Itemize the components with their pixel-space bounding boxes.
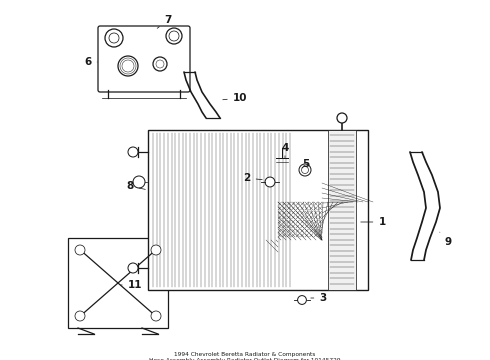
Text: 6: 6 — [84, 57, 97, 67]
Circle shape — [151, 311, 161, 321]
Circle shape — [118, 56, 138, 76]
Circle shape — [109, 33, 119, 43]
Text: 1994 Chevrolet Beretta Radiator & Components
Hose Assembly Assembly Radiator Out: 1994 Chevrolet Beretta Radiator & Compon… — [149, 352, 341, 360]
Circle shape — [133, 176, 145, 188]
Text: 9: 9 — [440, 232, 452, 247]
Text: 11: 11 — [121, 280, 142, 290]
Text: 7: 7 — [157, 15, 171, 28]
Bar — [148, 130, 368, 290]
Text: 10: 10 — [223, 93, 247, 103]
Circle shape — [128, 147, 138, 157]
Circle shape — [301, 166, 309, 174]
Circle shape — [337, 113, 347, 123]
Circle shape — [297, 296, 306, 305]
Circle shape — [153, 57, 167, 71]
Circle shape — [105, 29, 123, 47]
Bar — [68, 238, 168, 328]
Circle shape — [151, 245, 161, 255]
Circle shape — [75, 311, 85, 321]
Text: 3: 3 — [311, 293, 327, 303]
Text: 8: 8 — [126, 181, 146, 191]
Circle shape — [166, 28, 182, 44]
Circle shape — [75, 245, 85, 255]
FancyBboxPatch shape — [98, 26, 190, 92]
Text: 5: 5 — [302, 159, 310, 169]
Circle shape — [169, 31, 179, 41]
Text: 4: 4 — [281, 143, 289, 158]
Text: 2: 2 — [244, 173, 262, 183]
Circle shape — [265, 177, 275, 187]
Circle shape — [299, 164, 311, 176]
Text: 1: 1 — [361, 217, 386, 227]
Circle shape — [128, 263, 138, 273]
Bar — [328, 130, 356, 290]
